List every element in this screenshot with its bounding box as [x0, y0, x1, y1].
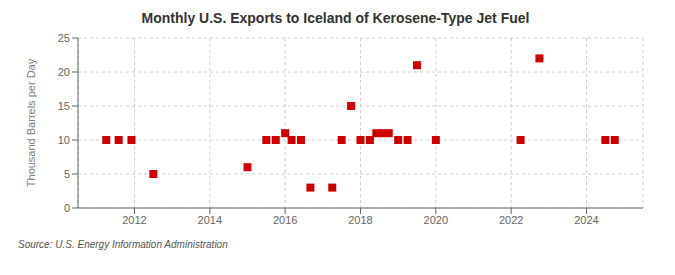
svg-text:15: 15: [58, 100, 70, 112]
svg-text:2022: 2022: [499, 214, 523, 226]
svg-text:25: 25: [58, 32, 70, 44]
svg-text:5: 5: [64, 168, 70, 180]
svg-text:2014: 2014: [198, 214, 222, 226]
svg-text:2020: 2020: [424, 214, 448, 226]
html-text:Monthly U.S. Exports to Icelan: Monthly U.S. Exports to Iceland of Keros…: [141, 10, 530, 26]
svg-text:2024: 2024: [574, 214, 598, 226]
svg-text:2012: 2012: [122, 214, 146, 226]
svg-text:2016: 2016: [273, 214, 297, 226]
svg-text:Thousand Barrels per Day: Thousand Barrels per Day: [25, 58, 37, 187]
html-text:Source: U.S. Energy Informatio: Source: U.S. Energy Information Administ…: [18, 239, 228, 250]
svg-text:0: 0: [64, 202, 70, 214]
svg-text:2018: 2018: [348, 214, 372, 226]
svg-text:10: 10: [58, 134, 70, 146]
svg-text:20: 20: [58, 66, 70, 78]
